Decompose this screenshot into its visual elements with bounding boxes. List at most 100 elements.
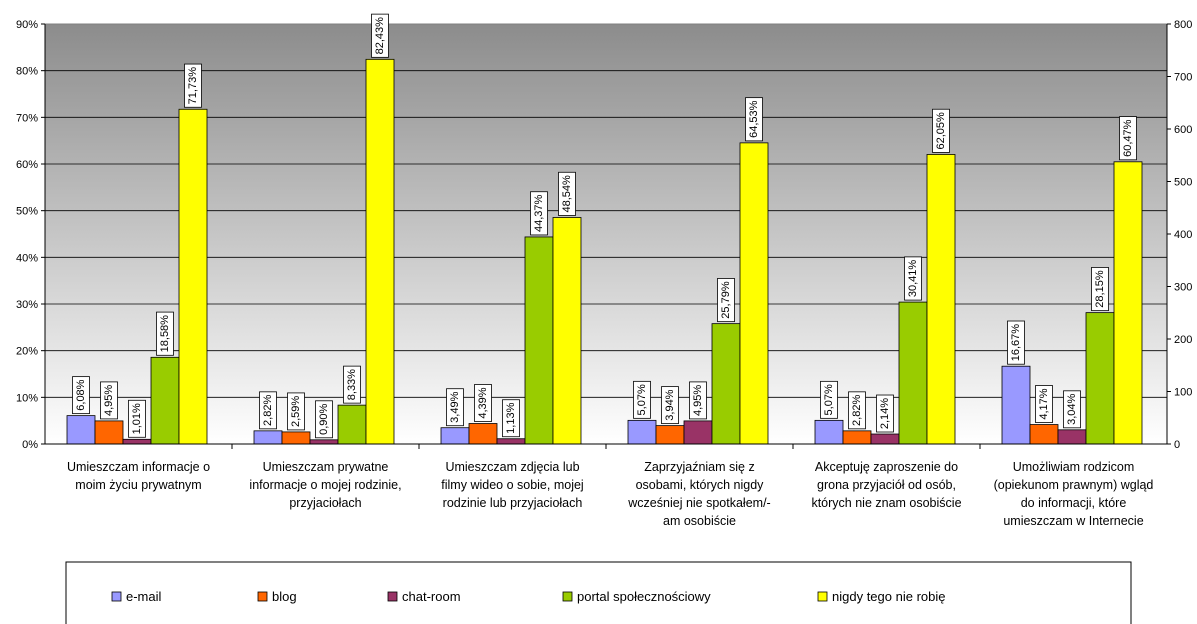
bar xyxy=(552,217,582,445)
bar xyxy=(440,427,470,445)
category-label: moim życiu prywatnym xyxy=(75,478,201,492)
data-label: 25,79% xyxy=(720,281,732,319)
y-tick-label: 90% xyxy=(16,19,38,31)
bar xyxy=(814,419,844,445)
y-tick-label: 20% xyxy=(16,346,38,358)
bar xyxy=(870,433,900,445)
y2-tick-label: 500 xyxy=(1174,177,1192,189)
bar xyxy=(1029,424,1059,445)
data-label: 64,53% xyxy=(748,100,760,138)
y2-tick-label: 300 xyxy=(1174,282,1192,294)
data-label-box xyxy=(1063,390,1081,429)
data-label: 4,39% xyxy=(477,387,489,418)
data-label-box xyxy=(1035,385,1053,423)
data-label: 48,54% xyxy=(561,175,573,213)
bar xyxy=(337,404,367,445)
data-label: 1,01% xyxy=(131,403,143,434)
legend-label: e-mail xyxy=(126,589,162,604)
bar xyxy=(842,430,872,445)
category-label: filmy wideo o sobie, mojej xyxy=(441,478,583,492)
bar xyxy=(524,236,554,445)
data-label: 3,04% xyxy=(1066,394,1078,425)
data-label-box xyxy=(287,392,305,431)
data-label-box xyxy=(689,381,707,420)
category-labels: Umieszczam informacje o moim życiu prywat… xyxy=(67,460,1153,528)
data-label-box xyxy=(315,400,333,439)
y-tick-label: 80% xyxy=(16,66,38,78)
y2-tick-label: 100 xyxy=(1174,387,1192,399)
bar xyxy=(66,415,96,445)
data-label-box xyxy=(876,394,894,433)
data-label: 2,59% xyxy=(290,396,302,427)
bar xyxy=(711,323,741,445)
bar xyxy=(253,430,283,445)
axes: 0% 10% 20% 30% 40% 50% 60% 70% 80% 90% 0 100 200 300 4… xyxy=(16,19,1192,451)
data-label: 4,95% xyxy=(103,385,115,416)
data-label: 71,73% xyxy=(187,67,199,105)
data-label: 5,07% xyxy=(636,384,648,415)
data-label: 2,14% xyxy=(879,398,891,429)
legend-box xyxy=(65,561,1132,624)
category-label: Zaprzyjaźniam się z xyxy=(644,460,754,474)
y-tick-label: 70% xyxy=(16,112,38,124)
data-label-box xyxy=(1007,320,1025,365)
legend: e-mail blog chat-room portal społecznościow… xyxy=(65,561,1132,624)
data-label-box xyxy=(259,391,277,430)
data-label-box xyxy=(156,311,174,356)
data-label-box xyxy=(717,278,735,323)
data-label-box xyxy=(1091,267,1109,312)
category-label: osobami, których nigdy xyxy=(636,478,765,492)
legend-swatch xyxy=(817,591,828,602)
bar xyxy=(150,356,180,445)
category-label: Umieszczam zdjęcia lub xyxy=(445,460,579,474)
bar xyxy=(1085,312,1115,445)
bar xyxy=(468,423,498,445)
data-label: 6,08% xyxy=(75,379,87,410)
data-label: 82,43% xyxy=(374,17,386,55)
data-label-box xyxy=(848,391,866,430)
data-label: 3,94% xyxy=(664,389,676,420)
data-label-box xyxy=(558,171,576,216)
data-label: 16,67% xyxy=(1010,324,1022,362)
data-label: 1,13% xyxy=(505,402,517,433)
category-label: am osobiście xyxy=(663,514,736,528)
bar xyxy=(1057,429,1087,445)
data-label-box xyxy=(820,380,838,419)
data-label-box xyxy=(343,365,361,404)
category-label: grona przyjaciół od osób, xyxy=(817,478,956,492)
y-tick-label: 0% xyxy=(22,439,38,451)
legend-swatch xyxy=(387,591,398,602)
legend-swatch xyxy=(257,591,268,602)
y-tick-label: 50% xyxy=(16,206,38,218)
data-label: 3,49% xyxy=(449,391,461,422)
bar xyxy=(94,420,124,445)
plot-area xyxy=(44,23,1168,445)
category-label: Umieszczam informacje o xyxy=(67,460,210,474)
data-label-box xyxy=(502,399,520,438)
data-label: 62,05% xyxy=(935,112,947,150)
legend-swatch xyxy=(562,591,573,602)
y2-tick-label: 800 xyxy=(1174,19,1192,31)
bar xyxy=(309,439,339,445)
y-tick-label: 30% xyxy=(16,299,38,311)
bar xyxy=(655,425,685,445)
bar xyxy=(365,58,395,445)
bars: 6,08% 4,95% 1,01% 18,58% 71,73% 2,82% 2,59% 0,9… xyxy=(66,13,1143,445)
data-label-box xyxy=(474,384,492,422)
data-label: 4,95% xyxy=(692,385,704,416)
data-label-box xyxy=(530,191,548,236)
legend-label: nigdy tego nie robię xyxy=(832,589,945,604)
category-label: do informacji, które xyxy=(1021,496,1127,510)
category-label: umieszczam w Internecie xyxy=(1003,514,1143,528)
category-label: (opiekunom prawnym) wgląd xyxy=(994,478,1154,492)
category-label: których nie znam osobiście xyxy=(811,496,961,510)
data-label-box xyxy=(904,256,922,301)
category-label: Akceptuję zaproszenie do xyxy=(815,460,958,474)
data-label: 28,15% xyxy=(1094,270,1106,308)
data-label-box xyxy=(184,63,202,108)
category-label: wcześniej nie spotkałem/- xyxy=(627,496,770,510)
category-label: Umieszczam prywatne xyxy=(263,460,389,474)
data-label: 18,58% xyxy=(159,315,171,353)
category-label: informacje o mojej rodzinie, xyxy=(249,478,401,492)
data-label: 0,90% xyxy=(318,403,330,434)
